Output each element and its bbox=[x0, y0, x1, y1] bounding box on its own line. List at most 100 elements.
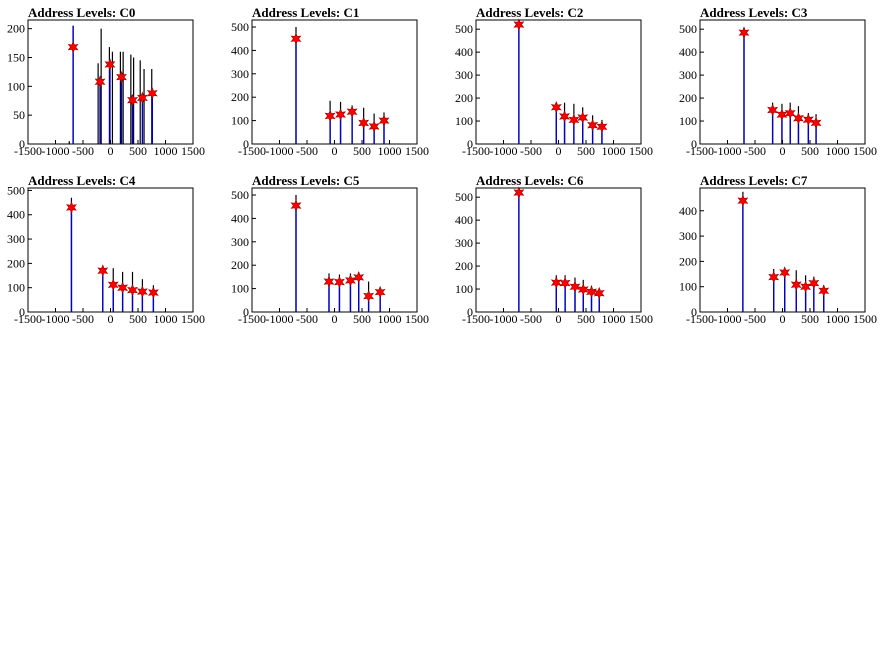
peak-marker bbox=[513, 18, 525, 31]
y-tick-label: 200 bbox=[7, 256, 25, 270]
y-tick-label: 200 bbox=[231, 90, 249, 104]
panel-2: Address Levels: C20100200300400500-1500-… bbox=[455, 5, 653, 158]
x-tick-label: 1000 bbox=[378, 312, 402, 326]
peak-marker bbox=[790, 278, 802, 291]
y-tick-label: 400 bbox=[455, 45, 473, 59]
panel-3: Address Levels: C30100200300400500-1500-… bbox=[679, 5, 877, 158]
y-tick-label: 0 bbox=[467, 137, 473, 151]
peak-marker bbox=[768, 270, 780, 284]
y-tick-label: 100 bbox=[231, 114, 249, 128]
panel-title: Address Levels: C1 bbox=[252, 5, 359, 20]
peak-marker bbox=[378, 114, 390, 127]
peak-marker bbox=[146, 86, 158, 100]
x-tick-label: 0 bbox=[780, 144, 786, 158]
x-tick-label: 500 bbox=[801, 312, 819, 326]
x-tick-label: -1500 bbox=[462, 312, 490, 326]
y-tick-label: 400 bbox=[679, 45, 697, 59]
peak-marker bbox=[104, 58, 116, 71]
peak-marker bbox=[333, 275, 345, 289]
y-tick-label: 400 bbox=[231, 211, 249, 225]
x-tick-label: 1000 bbox=[602, 144, 626, 158]
y-tick-label: 0 bbox=[243, 305, 249, 319]
peak-marker bbox=[117, 281, 129, 294]
x-tick-label: -1000 bbox=[266, 312, 294, 326]
x-tick-label: -500 bbox=[72, 144, 94, 158]
peak-marker bbox=[353, 271, 365, 284]
x-tick-label: 0 bbox=[108, 144, 114, 158]
y-tick-label: 0 bbox=[243, 137, 249, 151]
y-tick-label: 300 bbox=[455, 68, 473, 82]
y-tick-label: 0 bbox=[19, 305, 25, 319]
x-tick-label: 1000 bbox=[826, 144, 850, 158]
x-tick-label: -500 bbox=[520, 144, 542, 158]
panel-4: Address Levels: C40100200300400500-1500-… bbox=[7, 173, 205, 326]
y-tick-label: 0 bbox=[691, 305, 697, 319]
peak-marker bbox=[94, 75, 106, 89]
peak-marker bbox=[568, 113, 580, 127]
peak-marker bbox=[116, 70, 127, 84]
x-tick-label: 500 bbox=[577, 312, 595, 326]
peak-marker bbox=[569, 280, 581, 294]
peak-marker bbox=[290, 32, 302, 46]
y-tick-label: 0 bbox=[467, 305, 473, 319]
peak-marker bbox=[550, 276, 562, 289]
x-tick-label: 1000 bbox=[154, 312, 178, 326]
peak-marker bbox=[344, 274, 356, 287]
y-tick-label: 200 bbox=[231, 258, 249, 272]
x-tick-label: -1500 bbox=[238, 312, 266, 326]
peak-marker bbox=[335, 108, 347, 121]
y-tick-label: 500 bbox=[231, 20, 249, 34]
x-tick-label: 0 bbox=[556, 312, 562, 326]
peak-marker bbox=[97, 264, 109, 277]
x-tick-label: -500 bbox=[296, 144, 318, 158]
panel-0: Address Levels: C0 0 50 100 150 200 -1500 -1000… bbox=[7, 5, 205, 158]
y-tick-label: 500 bbox=[455, 22, 473, 36]
x-tick-label: 1000 bbox=[378, 144, 402, 158]
x-tick-label: 1500 bbox=[181, 144, 205, 158]
plot-frame bbox=[27, 187, 194, 313]
peak-marker bbox=[65, 201, 77, 214]
peak-marker bbox=[290, 199, 302, 212]
x-tick-label: -1000 bbox=[42, 312, 70, 326]
y-tick-label: 300 bbox=[7, 232, 25, 246]
peak-marker bbox=[810, 116, 822, 130]
peak-marker bbox=[800, 280, 812, 293]
x-tick-label: 1500 bbox=[629, 312, 653, 326]
panel-title: Address Levels: C6 bbox=[476, 173, 584, 188]
y-tick-label: 300 bbox=[231, 67, 249, 81]
y-tick-label: 300 bbox=[679, 229, 697, 243]
panel-title: Address Levels: C4 bbox=[28, 173, 136, 188]
x-tick-label: 500 bbox=[353, 144, 371, 158]
x-tick-label: 1000 bbox=[826, 312, 850, 326]
peak-marker bbox=[818, 284, 830, 298]
y-tick-label: 100 bbox=[679, 280, 697, 294]
y-tick-label: 100 bbox=[455, 282, 473, 296]
x-tick-label: 500 bbox=[129, 312, 147, 326]
peak-marker bbox=[346, 105, 358, 119]
peak-marker bbox=[323, 275, 335, 288]
panel-title: Address Levels: C0 bbox=[28, 5, 135, 20]
y-tick-label: 400 bbox=[455, 213, 473, 227]
peak-marker bbox=[559, 110, 571, 123]
y-tick-label: 100 bbox=[455, 114, 473, 128]
x-tick-label: 0 bbox=[780, 312, 786, 326]
peak-marker bbox=[593, 286, 605, 300]
x-tick-label: -500 bbox=[72, 312, 94, 326]
peak-marker bbox=[577, 111, 589, 124]
peak-marker bbox=[107, 278, 119, 292]
panel-1: Address Levels: C10100200300400500-1500-… bbox=[231, 5, 429, 158]
peak-marker bbox=[802, 113, 814, 126]
y-tick-label: 200 bbox=[679, 91, 697, 105]
peak-marker bbox=[136, 285, 148, 298]
peak-marker bbox=[784, 106, 796, 120]
panel-title: Address Levels: C3 bbox=[700, 5, 808, 20]
panel-title: Address Levels: C2 bbox=[476, 5, 583, 20]
y-tick-label: 200 bbox=[7, 22, 25, 36]
x-tick-label: 0 bbox=[332, 312, 338, 326]
y-tick-label: 400 bbox=[7, 208, 25, 222]
peak-marker bbox=[363, 289, 375, 303]
x-tick-label: 500 bbox=[801, 144, 819, 158]
y-tick-label: 50 bbox=[13, 108, 25, 122]
panel-6: Address Levels: C60100200300400500-1500-… bbox=[455, 173, 653, 326]
peak-marker bbox=[738, 26, 750, 39]
